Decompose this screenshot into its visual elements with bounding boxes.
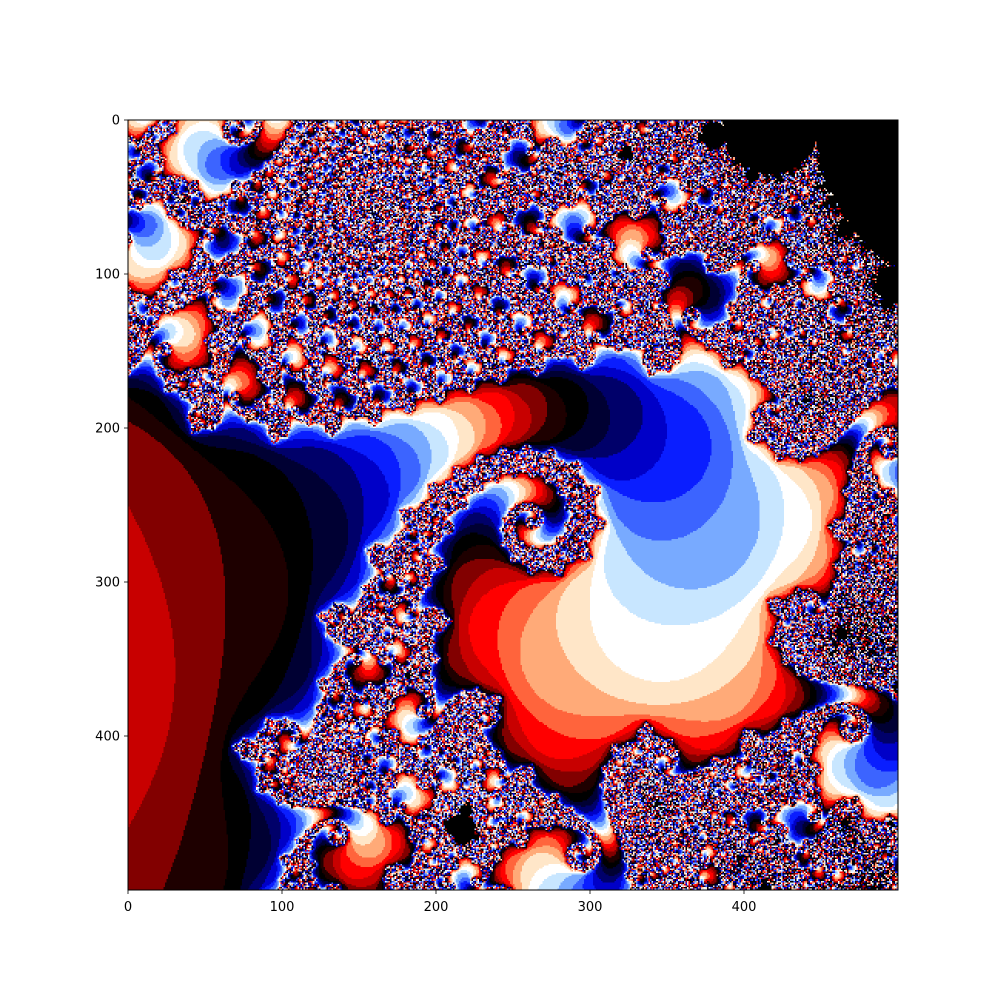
x-tick-label: 400 bbox=[732, 900, 757, 915]
x-tick-label: 200 bbox=[424, 900, 449, 915]
x-tick-label: 100 bbox=[270, 900, 295, 915]
y-tick-label: 400 bbox=[95, 730, 120, 745]
x-tick-label: 300 bbox=[578, 900, 603, 915]
x-tick-label: 0 bbox=[124, 900, 132, 915]
x-axis: 0 100 200 300 400 bbox=[124, 890, 757, 915]
axes-frame bbox=[127, 119, 899, 891]
y-tick-label: 200 bbox=[95, 422, 120, 437]
y-axis: 0 100 200 300 400 bbox=[95, 114, 128, 745]
heatmap-raster bbox=[128, 120, 898, 890]
y-tick-label: 0 bbox=[112, 114, 120, 129]
y-tick-label: 300 bbox=[95, 576, 120, 591]
heatmap-image bbox=[128, 120, 898, 890]
y-tick-label: 100 bbox=[95, 268, 120, 283]
